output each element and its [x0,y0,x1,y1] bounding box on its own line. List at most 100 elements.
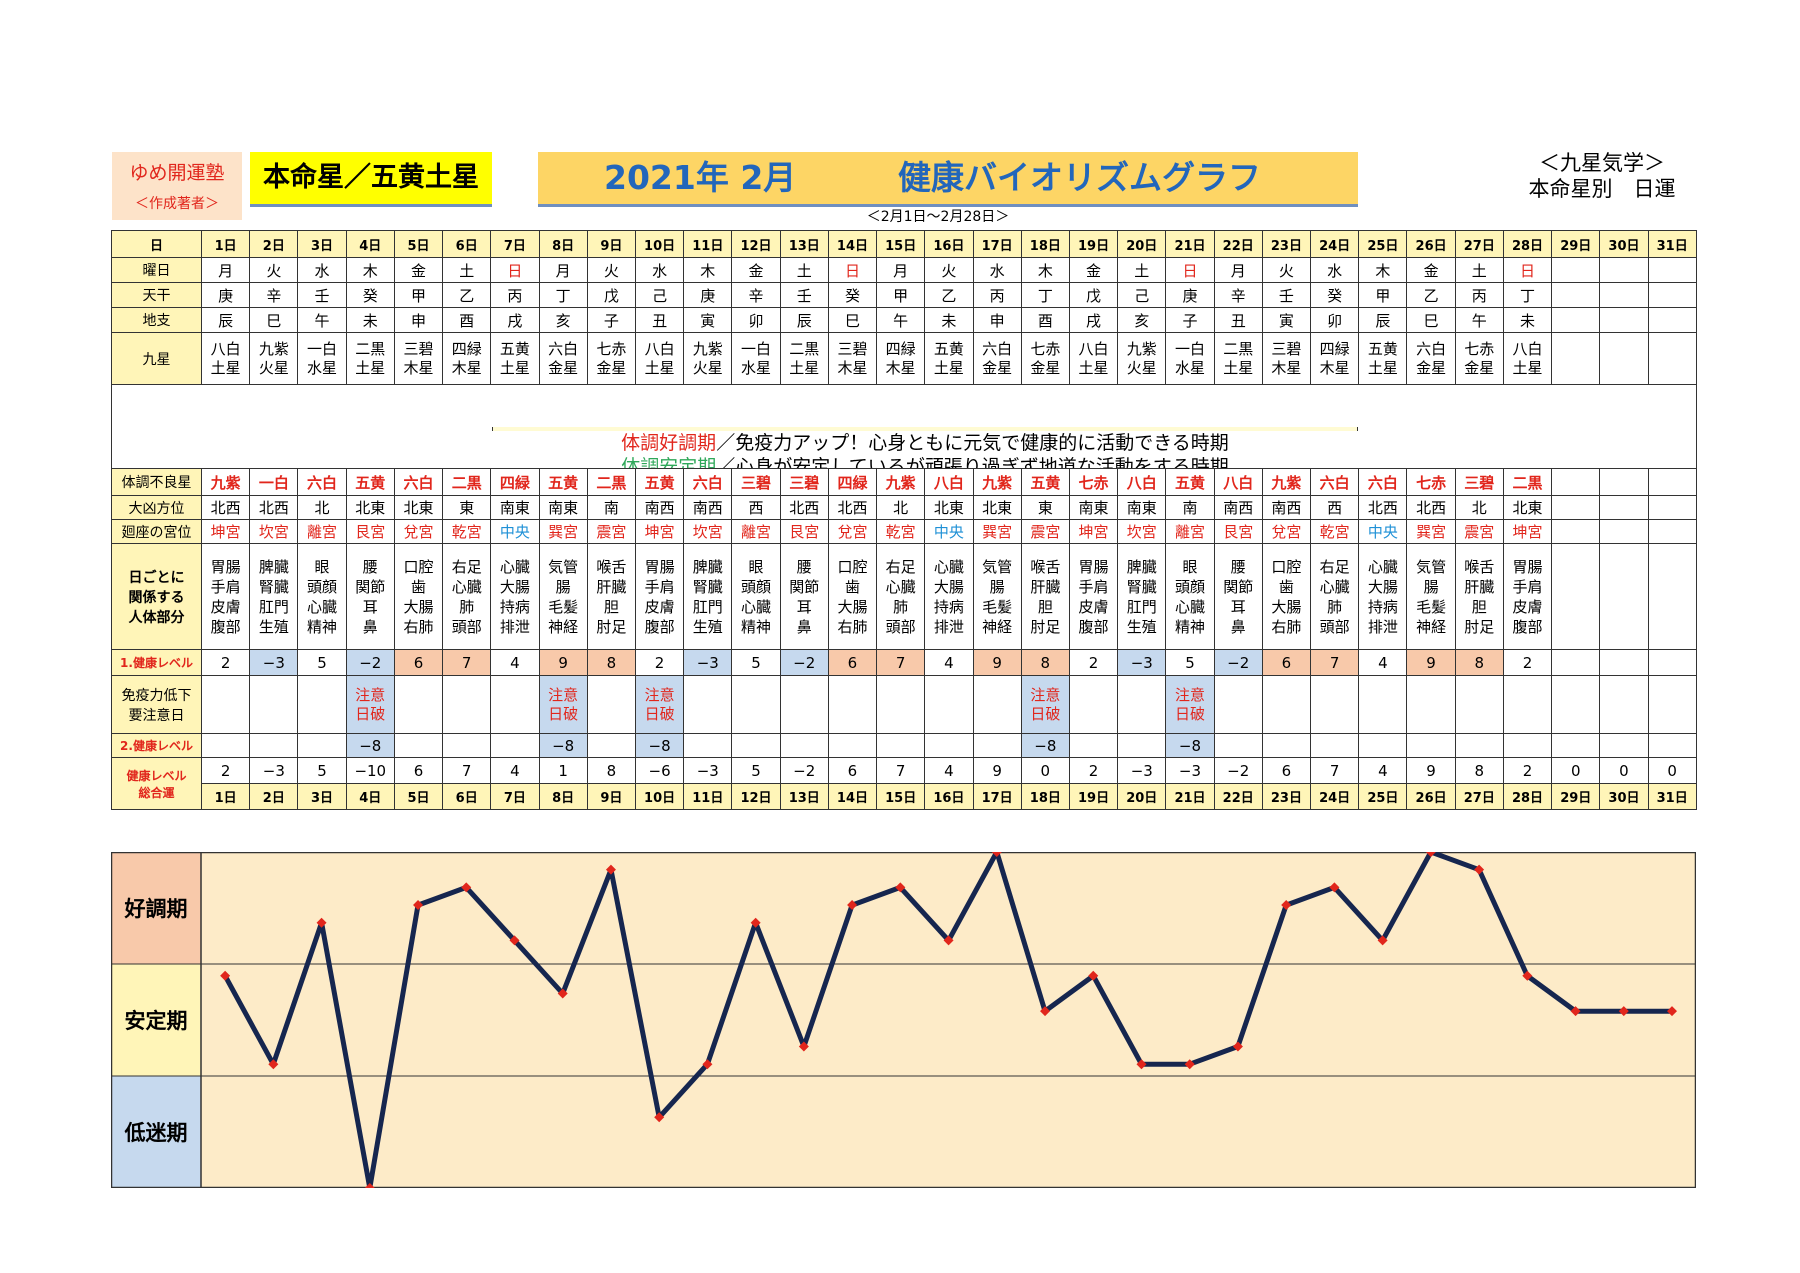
kyusei-text: 四緑 [885,339,916,358]
palace-cell: 兌宮 [393,519,444,544]
body-part: 頭部 [885,617,916,636]
level2-cell: −8 [345,733,395,758]
level1-cell: 5 [731,649,781,676]
palace-cell: 艮宮 [345,519,395,544]
body-part: 心臓 [499,557,530,576]
kyusei-cell: 五黄 土星 [1358,332,1408,385]
bad-star-cell: 四緑 [490,468,540,496]
chishi-cell: 未 [345,307,395,333]
direction-cell [1599,495,1649,520]
body-part: 頭部 [451,617,482,636]
kyusei-text: 木星 [837,358,868,377]
kyusei-cell: 六白 金星 [1406,332,1456,385]
weekday-cell [1551,257,1601,283]
kyusei-caption-line1: ＜九星気学＞ [1539,151,1665,175]
level2-cell [827,733,878,758]
row-label-immune-line: 要注意日 [128,707,185,724]
body-part: 右足 [1319,557,1350,576]
body-part: 右足 [451,557,482,576]
day-header: 13日 [779,230,829,258]
total-cell: 8 [586,757,636,784]
direction-cell: 南西 [683,495,733,520]
day-footer: 9日 [586,783,636,810]
kyusei-text: 土星 [1223,358,1254,377]
body-part: 胆 [603,597,619,616]
body-part: 気管 [982,557,1013,576]
data-point [1570,1006,1581,1017]
tenkan-cell [1599,282,1649,308]
total-cell: −2 [1213,757,1263,784]
body-part: 心臓 [933,557,964,576]
level1-cell: 9 [538,649,588,676]
total-cell: 6 [393,757,444,784]
palace-cell: 離宮 [1165,519,1215,544]
bad-star-cell: 九紫 [1261,468,1312,496]
total-cell: 5 [297,757,347,784]
palace-cell: 坎宮 [249,519,299,544]
day-header: 22日 [1213,230,1263,258]
immune-cell [1068,675,1119,734]
body-part: 心臓 [1319,577,1350,596]
immune-warning: 注意 [355,685,386,704]
title-banner: 2021年 2月 健康バイオリズムグラフ [538,152,1358,207]
direction-cell: 南東 [490,495,540,520]
immune-cell [779,675,829,734]
body-part: 腎臓 [1126,577,1157,596]
body-part: 頭顔 [1174,577,1205,596]
level1-cell: 9 [1406,649,1456,676]
total-cell: 4 [490,757,540,784]
body-part: 肛門 [1126,597,1157,616]
day-header: 4日 [345,230,395,258]
tenkan-cell: 丙 [972,282,1022,308]
body-part: 右肺 [1271,617,1302,636]
chishi-cell: 辰 [779,307,829,333]
data-point [654,1112,665,1123]
body-part: 持病 [1367,597,1398,616]
total-cell: 0 [1020,757,1070,784]
kyusei-cell: 六白 金星 [538,332,588,385]
body-part: 耳 [1230,597,1246,616]
chishi-cell: 丑 [1213,307,1263,333]
body-part: 排泄 [933,617,964,636]
chishi-cell: 午 [1454,307,1504,333]
level1-cell: −3 [249,649,299,676]
kyusei-text: 水星 [307,358,338,377]
tenkan-cell: 壬 [1261,282,1312,308]
immune-cell [1261,675,1312,734]
weekday-cell [1599,257,1649,283]
body-parts-cell: 気管腸毛髪 神経 [972,543,1022,650]
body-parts-cell: 脾臓 腎臓 肛門 生殖 [683,543,733,650]
chishi-cell: 亥 [1117,307,1167,333]
kyusei-text: 六白 [548,339,579,358]
kyusei-cell: 五黄 土星 [924,332,974,385]
chishi-cell: 巳 [1406,307,1456,333]
body-part: 脾臓 [692,557,723,576]
body-part: 喉舌 [1464,557,1495,576]
direction-cell: 南西 [1261,495,1312,520]
data-point [1136,1059,1147,1070]
body-parts-cell: 眼頭顔 心臓 精神 [731,543,781,650]
body-part: 生殖 [258,617,289,636]
kyusei-cell: 九紫 火星 [683,332,733,385]
day-header: 3日 [297,230,347,258]
day-footer: 4日 [345,783,395,810]
total-cell: 6 [1261,757,1312,784]
level1-cell: 2 [1502,649,1553,676]
immune-cell [1647,675,1697,734]
body-part: 精神 [1174,617,1205,636]
day-footer: 13日 [779,783,829,810]
data-point [847,900,858,911]
kyusei-cell: 二黒 土星 [1213,332,1263,385]
immune-cell [1551,675,1601,734]
immune-cell: 注意 日破 [634,675,685,734]
bad-star-cell [1551,468,1601,496]
body-part: 生殖 [1126,617,1157,636]
body-part: 腹部 [644,617,675,636]
kyusei-cell [1599,332,1649,385]
kyusei-text: 八白 [210,339,241,358]
body-part: 肺 [1327,597,1343,616]
direction-cell: 北東 [345,495,395,520]
palace-cell: 艮宮 [779,519,829,544]
level2-cell [442,733,492,758]
body-part: 口腔 [837,557,868,576]
